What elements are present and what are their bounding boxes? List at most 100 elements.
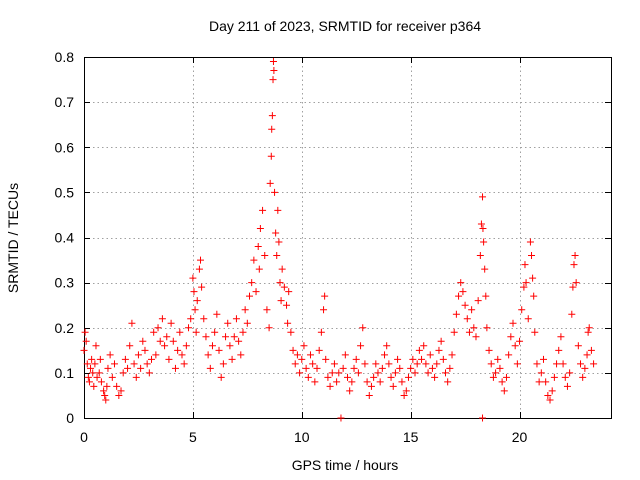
data-point (357, 342, 365, 350)
data-point (256, 224, 264, 232)
data-point (261, 252, 269, 260)
data-point (472, 333, 480, 341)
data-point (485, 346, 493, 354)
data-point (446, 364, 454, 372)
data-point (200, 315, 208, 323)
data-point (520, 283, 528, 291)
data-point (522, 279, 530, 287)
data-point (330, 360, 338, 368)
data-point (152, 351, 160, 359)
data-point (235, 337, 243, 345)
data-point (266, 179, 274, 187)
data-point (195, 265, 203, 273)
data-point (259, 206, 267, 214)
data-point (174, 346, 182, 354)
data-point (141, 346, 149, 354)
data-point (585, 324, 593, 332)
data-points (80, 58, 598, 422)
data-point (95, 369, 103, 377)
data-point (481, 265, 489, 273)
data-point (304, 373, 312, 381)
data-point (528, 252, 536, 260)
data-point (521, 261, 529, 269)
data-point (561, 373, 569, 381)
data-point (265, 324, 273, 332)
data-point (324, 373, 332, 381)
data-point (435, 346, 443, 354)
data-point (583, 351, 591, 359)
data-point (326, 382, 334, 390)
x-tick-label: 10 (294, 429, 310, 445)
data-point (492, 369, 500, 377)
y-tick-label: 0.2 (55, 320, 75, 336)
data-point (169, 337, 177, 345)
data-point (250, 256, 258, 264)
data-point (321, 292, 329, 300)
data-point (557, 333, 565, 341)
data-point (293, 351, 301, 359)
data-point (376, 378, 384, 386)
data-point (524, 315, 532, 323)
data-point (204, 351, 212, 359)
data-point (276, 279, 284, 287)
data-point (577, 360, 585, 368)
data-point (104, 364, 112, 372)
data-point (477, 220, 485, 228)
data-point (145, 369, 153, 377)
data-point (533, 360, 541, 368)
data-point (344, 373, 351, 381)
data-point (154, 324, 162, 332)
data-point (271, 188, 279, 196)
data-point (539, 355, 547, 363)
data-point (385, 360, 393, 368)
data-point (359, 324, 367, 332)
data-point (311, 378, 319, 386)
data-point (213, 310, 221, 318)
data-point (479, 414, 487, 422)
data-point (363, 378, 371, 386)
data-point (91, 360, 99, 368)
data-point (93, 373, 101, 381)
x-tick-labels: 0 5 10 15 20 (80, 429, 527, 445)
data-point (437, 337, 445, 345)
data-point (190, 288, 198, 296)
data-point (192, 328, 200, 336)
data-point (148, 355, 156, 363)
data-point (226, 342, 234, 350)
data-point (156, 337, 164, 345)
data-point (185, 324, 193, 332)
data-point (198, 283, 206, 291)
data-point (391, 369, 399, 377)
data-point (139, 337, 147, 345)
data-point (496, 364, 504, 372)
data-point (550, 373, 558, 381)
data-point (267, 152, 275, 160)
data-point (115, 391, 123, 399)
data-point (415, 346, 423, 354)
data-point (461, 301, 469, 309)
data-point (268, 125, 276, 133)
data-point (180, 360, 188, 368)
data-point (422, 360, 430, 368)
data-point (320, 306, 328, 314)
data-point (296, 369, 304, 377)
data-point (409, 355, 417, 363)
data-point (502, 373, 510, 381)
data-point (584, 328, 592, 336)
data-point (581, 364, 589, 372)
data-point (206, 364, 214, 372)
data-point (354, 369, 362, 377)
y-tick-labels: 0 0.1 0.2 0.3 0.4 0.5 0.6 0.7 0.8 (55, 49, 75, 426)
data-point (82, 337, 90, 345)
data-point (424, 369, 432, 377)
data-point (263, 306, 271, 314)
data-point (176, 328, 184, 336)
data-point (85, 378, 93, 386)
data-point (335, 369, 343, 377)
data-point (101, 391, 109, 399)
data-point (482, 292, 490, 300)
data-point (470, 324, 478, 332)
data-point (381, 351, 389, 359)
data-point (103, 382, 111, 390)
data-point (572, 279, 580, 287)
